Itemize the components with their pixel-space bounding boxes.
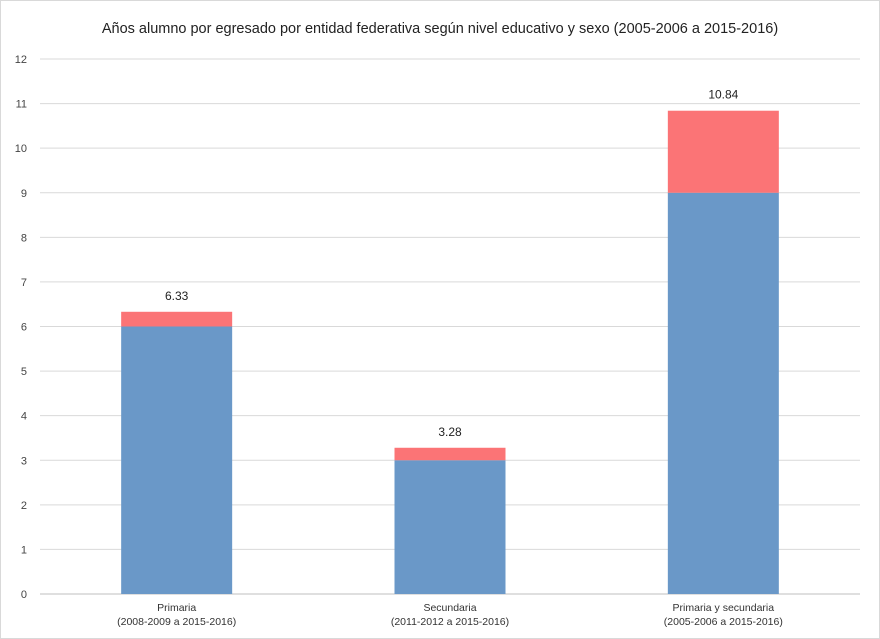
y-tick-label: 10: [15, 143, 27, 155]
category-label: Primaria y secundaria: [673, 602, 775, 614]
y-tick-label: 9: [21, 188, 27, 200]
y-tick-label: 11: [16, 99, 27, 111]
data-label: 6.33: [165, 289, 189, 303]
y-tick-label: 3: [21, 455, 27, 467]
bar-segment-2: [667, 110, 779, 193]
category-label: (2005-2006 a 2015-2016): [664, 616, 783, 628]
y-tick-label: 8: [21, 232, 27, 244]
category-label: Primaria: [157, 602, 196, 614]
category-label: Secundaria: [423, 602, 476, 614]
y-tick-label: 7: [21, 277, 27, 289]
y-tick-label: 1: [21, 544, 27, 556]
bar-segment-1: [394, 460, 506, 594]
data-label: 10.84: [708, 88, 738, 102]
data-label: 3.28: [438, 425, 462, 439]
bar-segment-1: [121, 326, 233, 594]
y-tick-label: 12: [15, 54, 27, 66]
category-label: (2008-2009 a 2015-2016): [117, 616, 236, 628]
category-label: (2011-2012 a 2015-2016): [391, 616, 509, 628]
bar-segment-1: [667, 192, 779, 594]
y-tick-label: 4: [21, 411, 27, 423]
y-tick-label: 6: [21, 322, 27, 334]
y-tick-label: 2: [21, 500, 27, 512]
y-tick-label: 0: [21, 589, 27, 601]
chart-title: Años alumno por egresado por entidad fed…: [101, 21, 779, 37]
bar-segment-2: [394, 447, 506, 461]
y-tick-label: 5: [21, 366, 27, 378]
bar-segment-2: [121, 311, 233, 327]
